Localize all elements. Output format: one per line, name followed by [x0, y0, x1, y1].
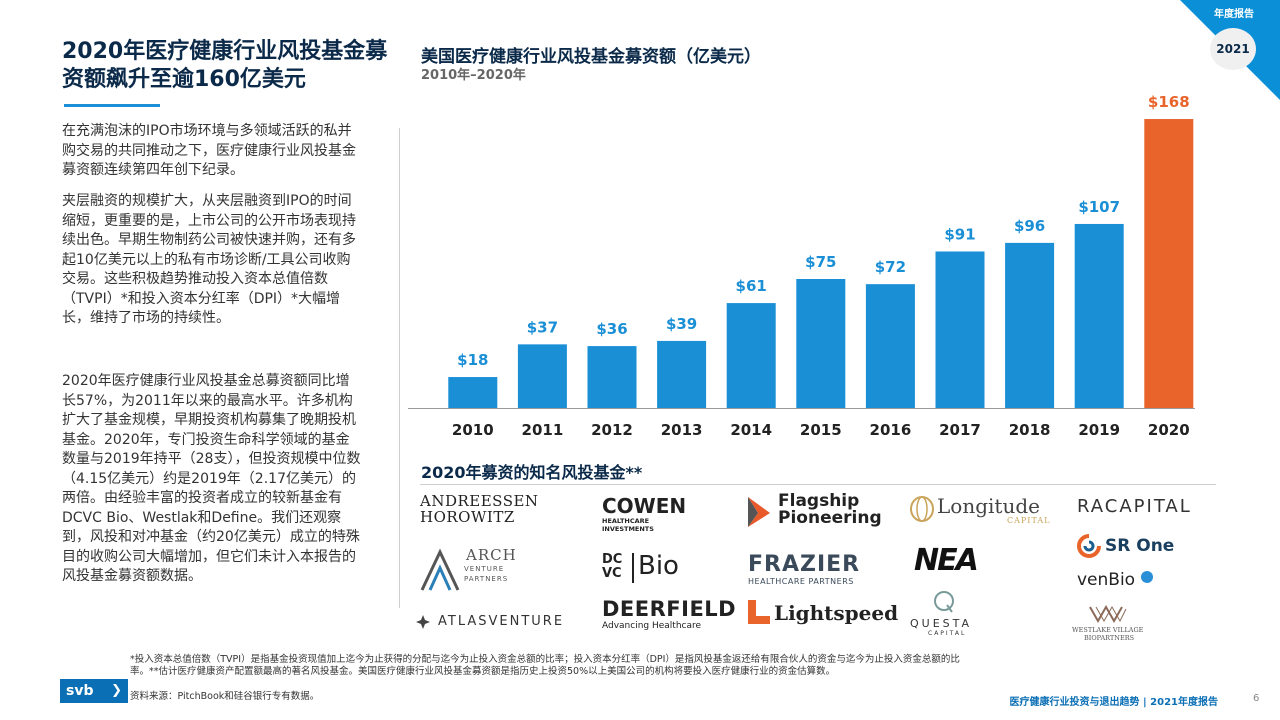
logo-andreessen-horowitz: ANDREESSEN HOROWITZ	[420, 492, 539, 526]
x-tick-label-2011: 2011	[522, 421, 564, 439]
bar-2013	[657, 340, 707, 408]
report-label: 年度报告	[1214, 9, 1254, 20]
page-title: 2020年医疗健康行业风投基金募资额飙升至逾160亿美元	[62, 39, 388, 92]
data-label-2011: $37	[527, 318, 558, 336]
data-label-2016: $72	[875, 258, 906, 276]
svb-logo: svb ❯	[60, 679, 128, 703]
atlas-star-icon	[416, 615, 430, 629]
x-tick-label-2014: 2014	[730, 421, 772, 439]
chart-title: 美国医疗健康行业风投基金募资额（亿美元）	[421, 47, 761, 67]
arch-mark-icon	[420, 548, 460, 591]
data-label-2018: $96	[1014, 217, 1045, 235]
logo-arch-venture-partners: ARCH VENTURE PARTNERS	[420, 546, 517, 591]
x-tick-label-2019: 2019	[1078, 421, 1120, 439]
footnote-definitions: *投入资本总值倍数（TVPI）是指基金投资现值加上迄今为止获得的分配与迄今为止投…	[130, 654, 960, 677]
logo-frazier-healthcare-partners: FRAZIER HEALTHCARE PARTNERS	[748, 552, 861, 587]
logo-ra-capital: RACAPITAL	[1077, 496, 1192, 517]
column-divider	[399, 128, 400, 608]
x-tick-label-2016: 2016	[870, 421, 912, 439]
logo-flagship-pioneering: Flagship Pioneering	[746, 493, 882, 527]
x-tick-label-2020: 2020	[1148, 421, 1190, 439]
logo-lightspeed: Lightspeed	[748, 600, 898, 626]
data-label-2014: $61	[736, 277, 767, 295]
bar-2012	[587, 346, 637, 408]
bar-2019	[1074, 223, 1124, 408]
logo-venbio: venBio	[1077, 570, 1154, 590]
westlake-mark-icon	[1089, 605, 1127, 623]
lightspeed-mark-icon	[748, 600, 770, 624]
page-number: 6	[1253, 693, 1260, 704]
paragraph-3: 2020年医疗健康行业风投基金总募资额同比增长57%，为2011年以来的最高水平…	[62, 373, 361, 584]
paragraph-2: 夹层融资的规模扩大，从夹层融资到IPO的时间缩短，更重要的是，上市公司的公开市场…	[62, 193, 356, 326]
logo-questa-capital: QUESTA CAPITAL	[910, 590, 972, 638]
logo-nea: NEA	[914, 543, 979, 578]
x-tick-label-2010: 2010	[452, 421, 494, 439]
logo-cowen: COWEN HEALTHCARE INVESTMENTS	[602, 494, 687, 533]
report-year-badge: 2021	[1210, 28, 1256, 70]
footer-report-title: 医疗健康行业投资与退出趋势 | 2021年度报告	[1009, 697, 1218, 708]
bar-2020	[1144, 119, 1194, 408]
bar-2010	[448, 377, 498, 408]
x-tick-label-2015: 2015	[800, 421, 842, 439]
x-tick-label-2013: 2013	[661, 421, 703, 439]
logo-sr-one: SR One	[1077, 534, 1174, 558]
x-tick-label-2012: 2012	[591, 421, 633, 439]
bar-2015	[796, 279, 846, 408]
longitude-globe-icon	[910, 496, 934, 522]
data-label-2015: $75	[805, 253, 836, 271]
chevron-right-icon: ❯	[111, 683, 122, 698]
logo-deerfield: DEERFIELD Advancing Healthcare	[602, 597, 737, 631]
bar-2018	[1005, 242, 1055, 408]
funds-section-rule	[420, 484, 1216, 485]
bar-2016	[865, 284, 915, 408]
data-label-2020: $168	[1148, 93, 1190, 111]
funds-section-title: 2020年募资的知名风投基金**	[421, 463, 643, 482]
logo-longitude-capital: Longitude CAPITAL	[909, 495, 1050, 525]
paragraph-1: 在充满泡沫的IPO市场环境与多领域活跃的私并购交易的共同推动之下，医疗健康行业风…	[62, 123, 356, 178]
bar-2011	[517, 344, 567, 408]
questa-mark-icon	[934, 591, 954, 613]
data-label-2013: $39	[666, 315, 697, 333]
title-underline	[64, 104, 160, 107]
x-tick-label-2017: 2017	[939, 421, 981, 439]
flagship-mark-icon	[748, 497, 770, 527]
chart-subtitle: 2010年–2020年	[421, 68, 526, 83]
venbio-dot-icon	[1141, 571, 1154, 583]
logo-westlake-village-biopartners: WESTLAKE VILLAGE BIOPARTNERS	[1072, 605, 1143, 642]
data-label-2010: $18	[457, 351, 488, 369]
fundraising-bar-chart: $18 2010 $37 2011 $36 2012 $39 2013 $61 2014 $75 20…	[408, 93, 1195, 439]
data-label-2017: $91	[944, 225, 975, 243]
data-label-2019: $107	[1078, 198, 1120, 216]
data-label-2012: $36	[596, 320, 627, 338]
bar-2017	[935, 251, 985, 408]
sr-one-swirl-icon	[1077, 534, 1101, 558]
x-tick-label-2018: 2018	[1009, 421, 1051, 439]
footnote-source: 资料来源：PitchBook和硅谷银行专有数据。	[130, 691, 320, 702]
logo-atlas-venture: ATLASVENTURE	[416, 615, 564, 629]
bar-2014	[726, 303, 776, 408]
